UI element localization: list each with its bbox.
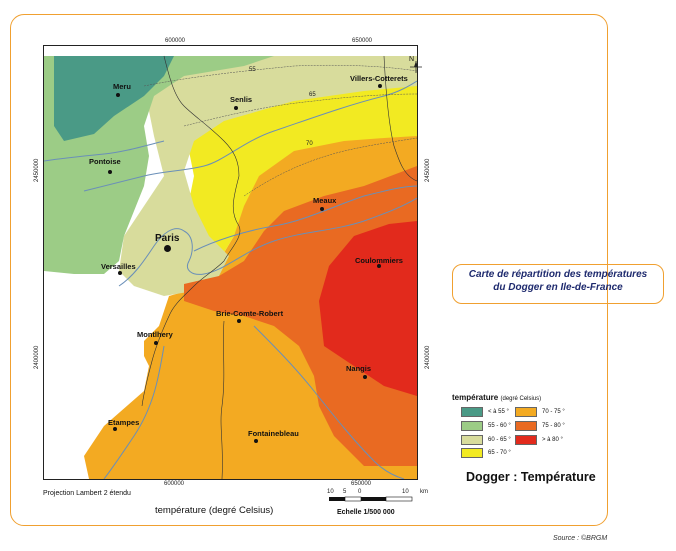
city-dot-fontainebleau <box>254 439 258 443</box>
temperature-label: température (degré Celsius) <box>155 505 274 516</box>
coord-y-lower-right: 2400000 <box>425 345 431 369</box>
city-coulommiers: Coulommiers <box>355 256 403 265</box>
caption-box: Carte de répartition des températures du… <box>452 264 664 304</box>
contour-lines <box>143 64 417 197</box>
legend-swatch <box>461 406 483 417</box>
legend-item: > à 80 ° <box>515 434 563 445</box>
city-dot-meaux <box>320 207 324 211</box>
river-seine <box>118 197 417 287</box>
legend-title: température (degré Celsius) <box>452 393 541 402</box>
city-dot-paris <box>164 245 171 252</box>
city-dot-coulommiers <box>377 264 381 268</box>
legend-swatch <box>461 434 483 445</box>
dogger-heading: Dogger : Température <box>466 470 596 484</box>
city-dot-versailles <box>118 271 122 275</box>
zone-above-80 <box>319 221 417 396</box>
city-dot-nangis <box>363 375 367 379</box>
zone-60-65 <box>119 56 417 296</box>
compass-label: N <box>409 56 415 63</box>
coord-y-lower: 2400000 <box>34 345 40 369</box>
legend-item: 65 - 70 ° <box>461 447 511 458</box>
coord-x-left: 600000 <box>165 38 186 44</box>
legend-label: < à 55 ° <box>488 408 509 415</box>
city-dot-meru <box>116 93 120 97</box>
city-brie-comte-robert: Brie-Comte-Robert <box>216 309 284 318</box>
rivers <box>44 80 417 479</box>
city-pontoise: Pontoise <box>89 157 121 166</box>
city-versailles: Versailles <box>101 262 136 271</box>
contour-label-55: 55 <box>249 67 256 73</box>
legend-swatch <box>515 406 537 417</box>
caption-line-2: du Dogger en Ile-de-France <box>493 282 623 293</box>
city-paris: Paris <box>155 233 180 244</box>
city-dot-etampes <box>113 427 117 431</box>
city-meaux: Meaux <box>313 196 337 205</box>
legend-label: > à 80 ° <box>542 436 563 443</box>
river-yonne <box>253 325 405 479</box>
city-dot-brie-comte-robert <box>237 319 241 323</box>
city-dot-montlhery <box>154 341 158 345</box>
legend-label: 75 - 80 ° <box>542 422 565 429</box>
legend-swatch <box>515 434 537 445</box>
coord-y-upper-right: 2450000 <box>425 158 431 182</box>
scale-tick-0: 0 <box>358 489 362 495</box>
coord-x-right: 650000 <box>352 38 373 44</box>
zone-no-data <box>44 274 144 391</box>
legend-label: 70 - 75 ° <box>542 408 565 415</box>
contour-label-65: 65 <box>309 92 316 98</box>
river-essonne <box>103 345 165 479</box>
scale-label: Echelle 1/500 000 <box>337 509 395 516</box>
city-senlis: Senlis <box>230 95 253 104</box>
city-dot-pontoise <box>108 170 112 174</box>
projection-label: Projection Lambert 2 étendu <box>43 490 131 497</box>
legend-swatch <box>461 420 483 431</box>
temperature-map: 55 65 70 <box>43 45 418 480</box>
legend-swatch <box>461 447 483 458</box>
legend-item: 70 - 75 ° <box>515 406 565 417</box>
city-fontainebleau: Fontainebleau <box>248 429 299 438</box>
city-villers-cotterets: Villers-Cotterets <box>350 74 408 83</box>
city-meru: Meru <box>113 82 131 91</box>
legend-unit: (degré Celsius) <box>500 396 542 402</box>
scale-unit: km <box>420 489 428 495</box>
scale-tick-10-right: 10 <box>402 489 409 495</box>
coord-y-upper: 2450000 <box>34 158 40 182</box>
river-eure <box>44 140 165 162</box>
map-canvas <box>44 46 417 479</box>
contour-label-70: 70 <box>306 141 313 147</box>
scale-bar-graphic <box>329 496 413 502</box>
legend-label: 60 - 65 ° <box>488 436 511 443</box>
city-nangis: Nangis <box>346 364 372 373</box>
legend-item: 60 - 65 ° <box>461 434 511 445</box>
source-label: Source : ©BRGM <box>553 535 608 542</box>
coord-x-left-bottom: 600000 <box>164 481 185 487</box>
legend-label: 65 - 70 ° <box>488 449 511 456</box>
zone-below-55 <box>54 56 174 141</box>
city-montlhery: Montlhery <box>137 330 173 339</box>
outer-frame <box>10 14 608 526</box>
legend-item: < à 55 ° <box>461 406 509 417</box>
scale-tick-5: 5 <box>343 489 347 495</box>
legend-swatch <box>515 420 537 431</box>
legend-title-text: température <box>452 393 499 402</box>
scale-tick-10-left: 10 <box>327 489 334 495</box>
legend-item: 55 - 60 ° <box>461 420 511 431</box>
legend-item: 75 - 80 ° <box>515 420 565 431</box>
caption-line-1: Carte de répartition des températures <box>468 269 648 280</box>
city-etampes: Etampes <box>108 418 140 427</box>
city-dot-senlis <box>234 106 238 110</box>
coord-x-right-bottom: 650000 <box>351 481 372 487</box>
river-oise <box>83 80 417 192</box>
river-marne <box>193 185 417 252</box>
city-dot-villers-cotterets <box>378 84 382 88</box>
compass-icon <box>410 61 422 73</box>
legend-label: 55 - 60 ° <box>488 422 511 429</box>
